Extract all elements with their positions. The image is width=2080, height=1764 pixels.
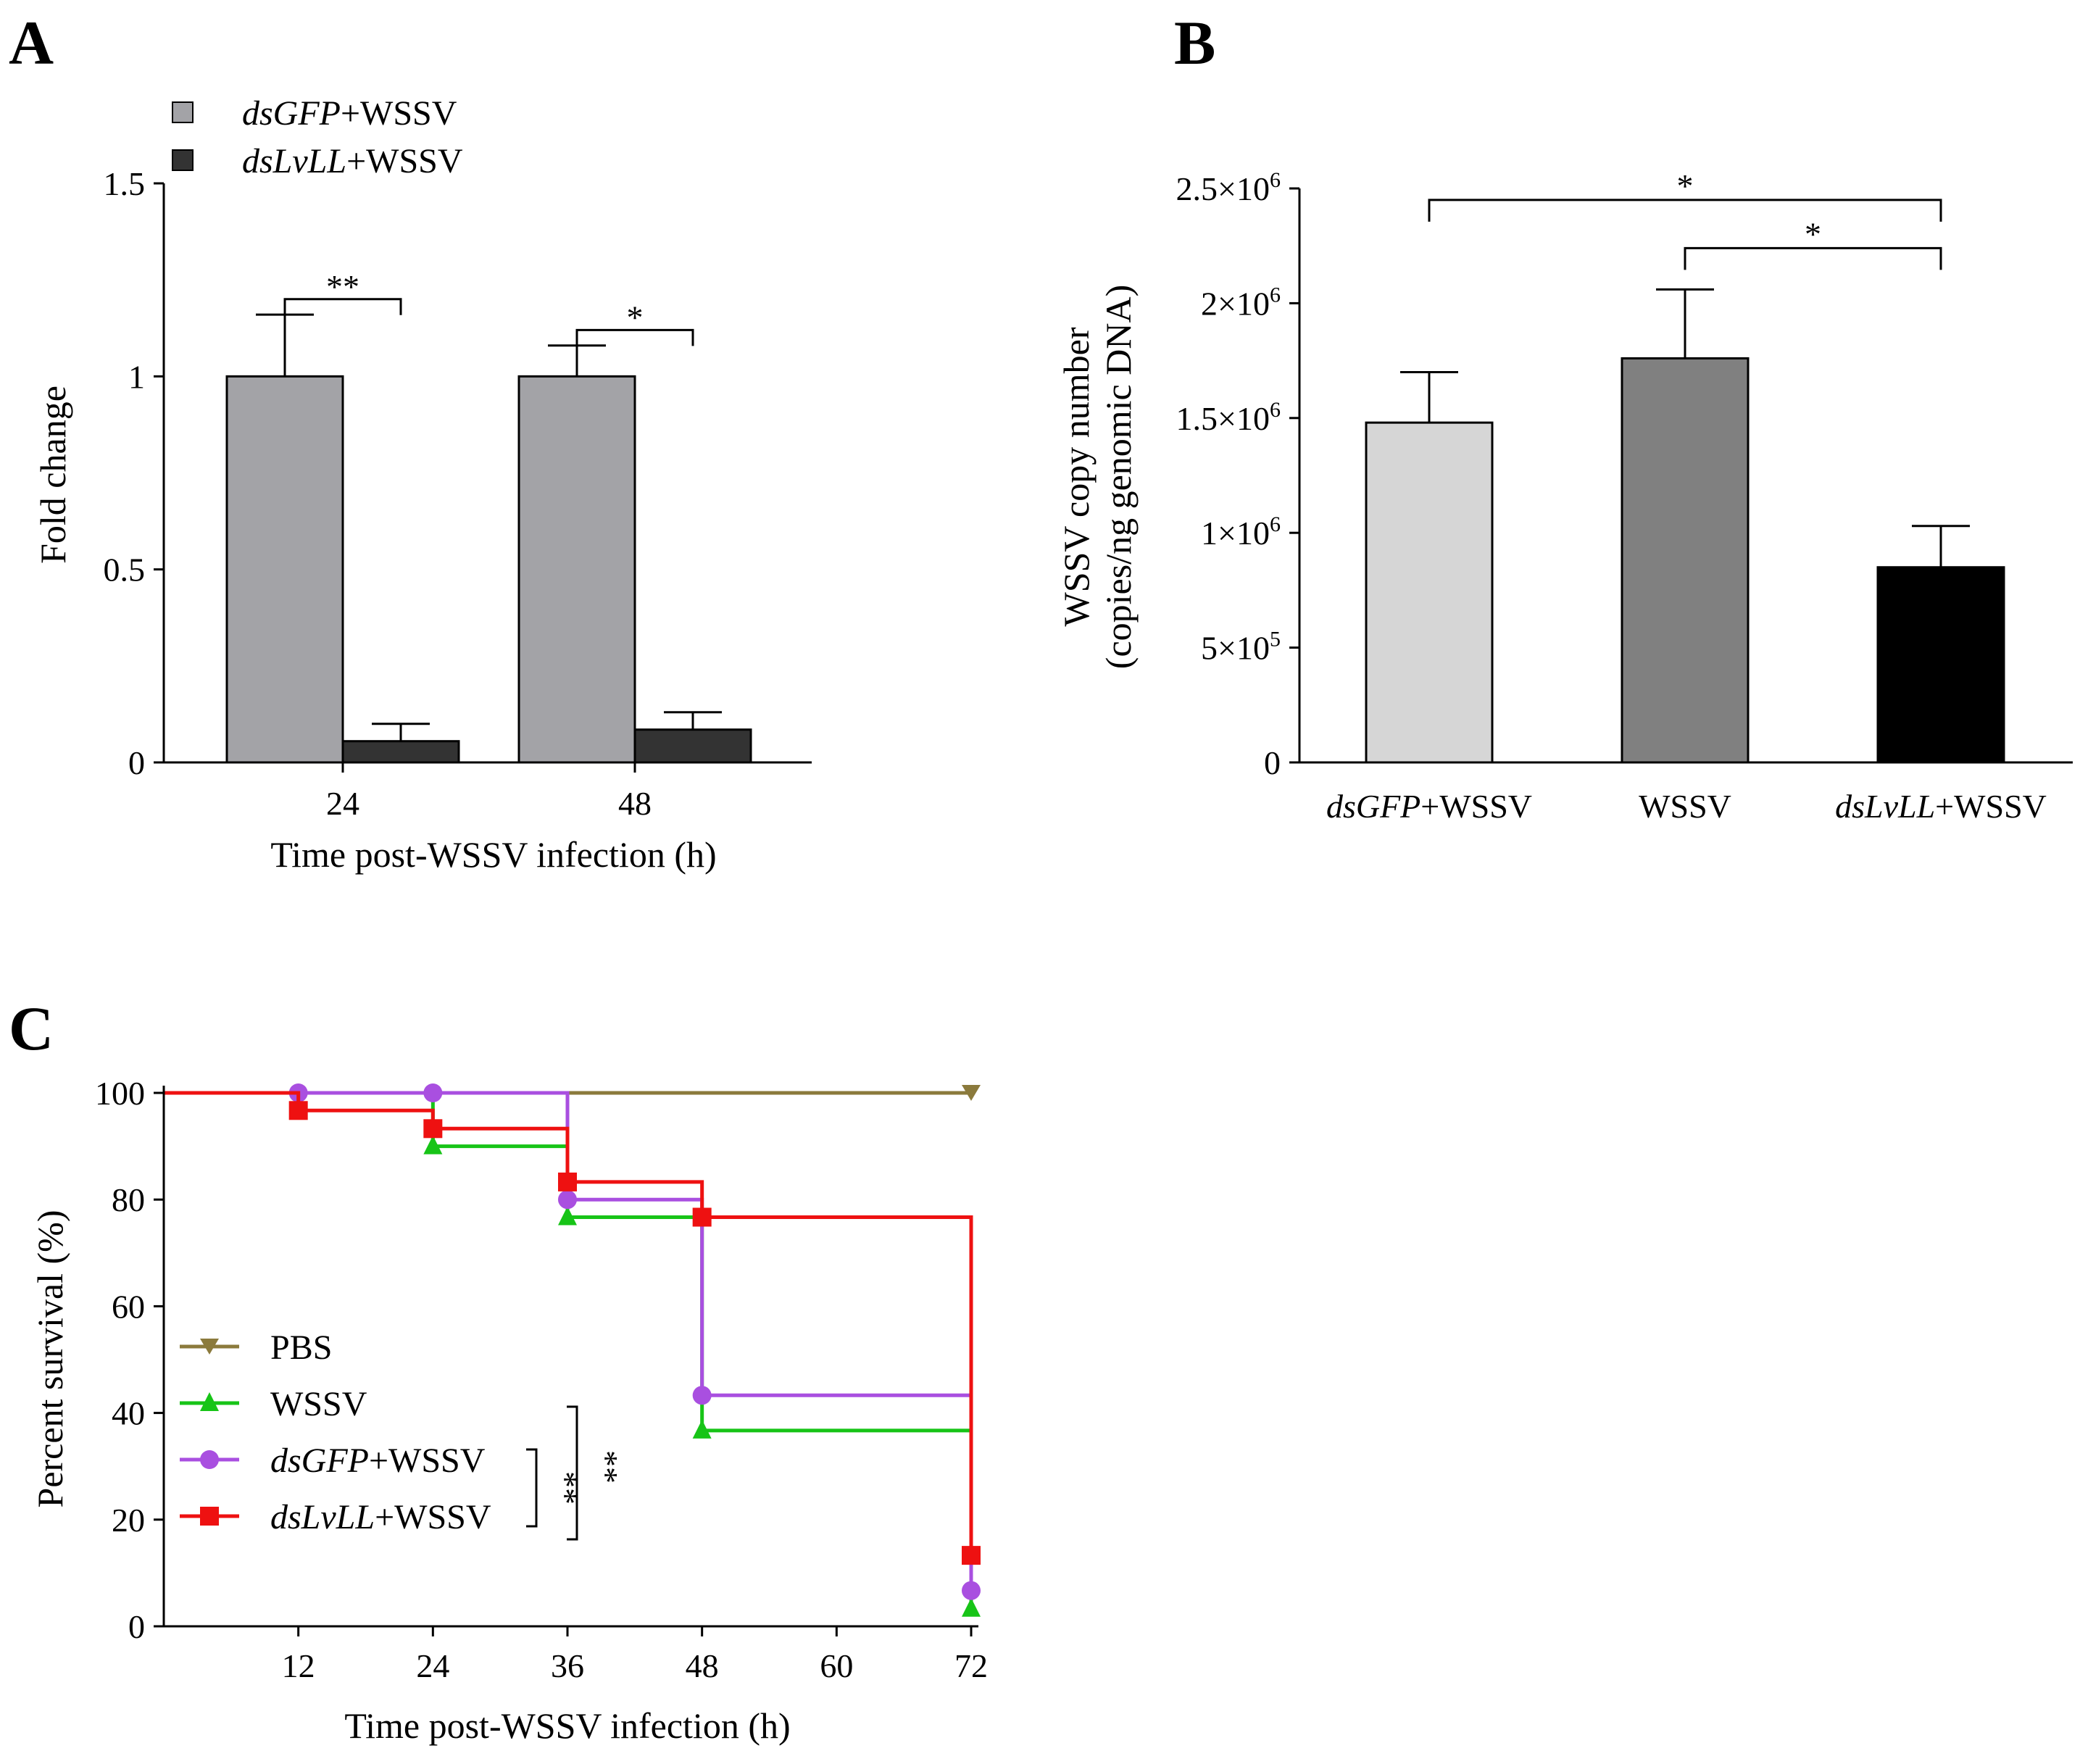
panel-c-legend-label: WSSV xyxy=(270,1385,367,1423)
panel-b-significance-label: * xyxy=(1677,167,1694,204)
panel-c-series-marker xyxy=(558,1206,577,1226)
panel-c-legend-marker xyxy=(200,1339,219,1355)
panel-a-significance-label: * xyxy=(627,299,644,336)
panel-c-series-marker xyxy=(962,1581,981,1600)
panel-b-y-tick-label: 1×106 xyxy=(1201,512,1281,552)
panel-b-significance-bracket xyxy=(1428,199,1942,222)
panel-b-x-tick-label: WSSV xyxy=(1639,788,1731,825)
panel-c-x-axis-title: Time post-WSSV infection (h) xyxy=(344,1705,790,1746)
panel-c-series-marker xyxy=(558,1172,577,1191)
panel-a-bar xyxy=(517,375,636,764)
panel-c-legend-label: dsGFP+WSSV xyxy=(270,1441,486,1480)
panel-b-y-tick-label: 0 xyxy=(1264,744,1281,781)
panel-c-x-tick-label: 36 xyxy=(551,1647,584,1684)
panel-c-y-tick-label: 40 xyxy=(112,1395,145,1432)
panel-a-legend-label: dsGFP+WSSV xyxy=(242,94,457,133)
panel-c-legend: PBS WSSV dsGFP+WSSV dsLvLL+WSSV **** xyxy=(180,1328,625,1541)
panel-letter-a: A xyxy=(9,8,54,78)
panel-b-y-tick-label: 5×105 xyxy=(1201,628,1281,667)
panel-b-significance-bracket xyxy=(1684,246,1942,270)
panel-b-y-tick-label: 2.5×106 xyxy=(1176,168,1281,207)
panel-a-legend: dsGFP+WSSV dsLvLL+WSSV xyxy=(172,94,463,180)
panel-c-series-marker xyxy=(962,1546,981,1565)
panel-a-significance-bracket xyxy=(575,328,694,346)
panel-c-series-marker xyxy=(558,1190,577,1210)
panel-c-series-marker xyxy=(962,1085,981,1101)
panel-a-legend-swatch xyxy=(172,149,194,171)
panel-c-significance-bracket xyxy=(567,1405,578,1541)
panel-c-legend-marker xyxy=(200,1450,219,1469)
panel-c-series-marker xyxy=(423,1083,443,1102)
panel-a-legend-swatch xyxy=(172,101,194,123)
panel-c-y-tick-label: 20 xyxy=(112,1502,145,1539)
panel-a-legend-label: dsLvLL+WSSV xyxy=(242,142,463,180)
panel-b-y-tick-label: 1.5×106 xyxy=(1176,398,1281,437)
panel-c-significance-label: ** xyxy=(547,1471,584,1505)
panel-c-chart: 0 20 40 60 80 100 12 24 36 48 60 72 PBS WSSV dsGFP+WS… xyxy=(30,1075,988,1746)
panel-b-bar xyxy=(1621,357,1750,764)
panel-b-chart: * * 0 5×105 1×106 1.5×106 2×106 2.5×106 dsGFP+W… xyxy=(1056,167,2073,825)
panel-c-legend-label: dsLvLL+WSSV xyxy=(270,1498,491,1536)
panel-a-significance-bracket xyxy=(283,298,402,315)
panel-b-significance-label: * xyxy=(1805,215,1821,252)
panel-c-series-marker xyxy=(423,1135,443,1154)
panel-c-y-tick-label: 0 xyxy=(128,1608,145,1645)
panel-c-x-tick-label: 24 xyxy=(416,1647,449,1684)
panel-a-x-tick-label: 24 xyxy=(326,785,359,822)
panel-a-y-tick-label: 1 xyxy=(128,358,145,395)
panel-c-x-tick-label: 12 xyxy=(282,1647,315,1684)
panel-c-y-tick-label: 100 xyxy=(95,1075,145,1112)
panel-c-legend-marker xyxy=(200,1507,219,1526)
panel-c-legend-marker xyxy=(200,1392,219,1411)
panel-a-y-axis-title: Fold change xyxy=(33,386,73,564)
panel-c-y-tick-label: 60 xyxy=(112,1288,145,1325)
panel-c-y-tick-label: 80 xyxy=(112,1181,145,1218)
panel-a-y-tick-label: 0.5 xyxy=(104,552,146,588)
panel-a-x-tick-label: 48 xyxy=(618,785,652,822)
panel-c-legend-label: PBS xyxy=(270,1328,332,1367)
panel-c-x-tick-label: 72 xyxy=(954,1647,988,1684)
panel-b-x-tick-label: dsGFP+WSSV xyxy=(1326,788,1532,825)
panel-c-series-marker xyxy=(423,1119,443,1139)
panel-b-bar xyxy=(1365,421,1494,764)
panel-b-x-tick-label: dsLvLL+WSSV xyxy=(1835,788,2047,825)
panel-a-x-axis-title: Time post-WSSV infection (h) xyxy=(270,834,716,875)
panel-b-y-tick-label: 2×106 xyxy=(1201,283,1281,322)
panel-letter-c: C xyxy=(9,994,54,1063)
panel-b-bar xyxy=(1876,566,2005,764)
panel-c-y-axis-title: Percent survival (%) xyxy=(30,1210,70,1508)
panel-b-y-axis-title-line2: (copies/ng genomic DNA) xyxy=(1098,285,1139,669)
panel-a-bar xyxy=(341,740,460,764)
panel-c-x-tick-label: 60 xyxy=(820,1647,853,1684)
panel-c-series-marker xyxy=(288,1101,308,1120)
panel-c-series-marker xyxy=(692,1419,712,1439)
panel-a-significance-label: ** xyxy=(326,268,359,305)
panel-a-bar xyxy=(633,728,752,764)
panel-b-y-axis-title-line1: WSSV copy number xyxy=(1056,327,1097,626)
panel-a-y-tick-label: 1.5 xyxy=(104,165,146,202)
panel-a-bar xyxy=(225,375,344,764)
panel-c-series-marker xyxy=(692,1207,712,1227)
panel-c-series-marker xyxy=(692,1386,712,1405)
panel-letter-b: B xyxy=(1174,8,1215,78)
panel-a-y-tick-label: 0 xyxy=(128,744,145,781)
panel-c-x-tick-label: 48 xyxy=(686,1647,719,1684)
panel-c-significance-label: ** xyxy=(588,1450,625,1484)
panel-c-series-marker xyxy=(962,1597,981,1617)
panel-c-significance-bracket xyxy=(526,1448,538,1528)
